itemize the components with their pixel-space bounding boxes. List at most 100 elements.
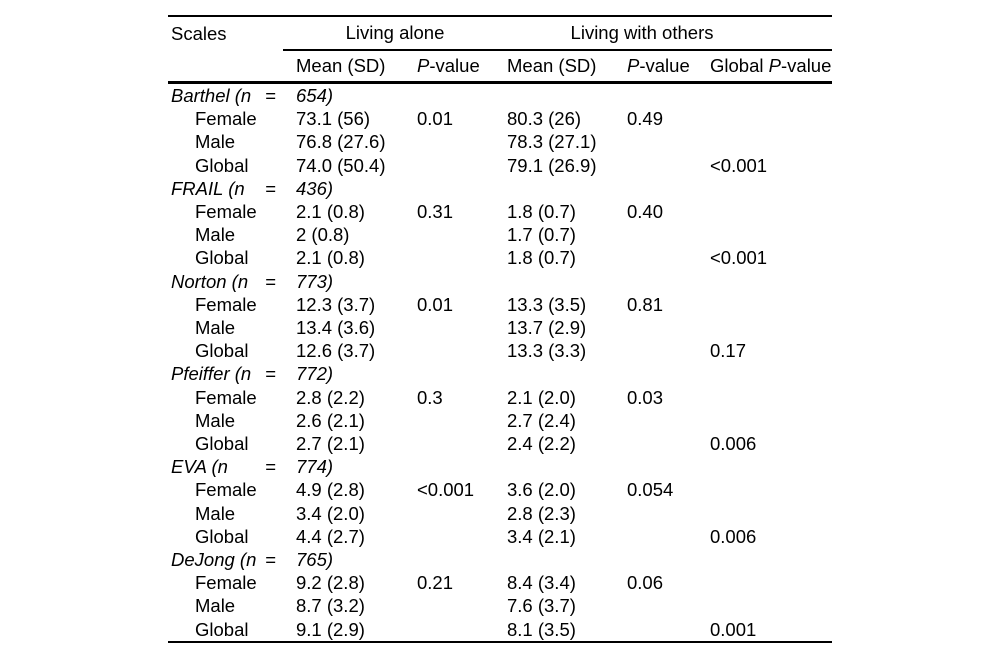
row-label: Female bbox=[195, 479, 257, 501]
cell-mean-sd-others: 13.3 (3.3) bbox=[507, 340, 587, 362]
cell-mean-sd-alone: 74.0 (50.4) bbox=[296, 154, 386, 176]
cell-p-value-alone: 0.31 bbox=[417, 201, 454, 223]
cell-mean-sd-alone: 2.1 (0.8) bbox=[296, 247, 365, 269]
cell-mean-sd-others: 1.7 (0.7) bbox=[507, 224, 576, 246]
cell-p-value-others bbox=[627, 594, 710, 617]
cell-p-value-alone bbox=[417, 154, 507, 177]
cell-mean-sd-others: 3.6 (2.0) bbox=[507, 479, 576, 501]
cell-p-value-alone bbox=[417, 316, 507, 339]
table-row: Global 9.1 (2.9) 8.1 (3.5) 0.001 bbox=[168, 618, 832, 642]
row-label: Female bbox=[195, 386, 257, 408]
table-row: Female 2.1 (0.8) 0.31 1.8 (0.7) 0.40 bbox=[168, 200, 832, 223]
scale-n-value: 765) bbox=[296, 549, 334, 571]
scale-equals-sign: = bbox=[265, 456, 276, 478]
scale-header-row: Barthel (n = 654) bbox=[168, 83, 832, 108]
cell-mean-sd-alone: 2.6 (2.1) bbox=[296, 409, 365, 431]
row-label: Global bbox=[195, 247, 249, 269]
table-row: Global 2.7 (2.1) 2.4 (2.2) 0.006 bbox=[168, 432, 832, 455]
cell-global-p-value bbox=[710, 594, 832, 617]
row-label: Male bbox=[195, 317, 236, 339]
cell-p-value-others bbox=[627, 154, 710, 177]
cell-p-value-others: 0.81 bbox=[627, 293, 664, 315]
cell-global-p-value bbox=[710, 478, 832, 501]
cell-p-value-others: 0.49 bbox=[627, 108, 664, 130]
row-label: Male bbox=[195, 131, 236, 153]
table-row: Female 2.8 (2.2) 0.3 2.1 (2.0) 0.03 bbox=[168, 386, 832, 409]
cell-p-value-others bbox=[627, 316, 710, 339]
scale-equals-sign: = bbox=[265, 270, 276, 292]
column-header-p-value-alone: P-value bbox=[417, 50, 507, 84]
cell-mean-sd-others: 78.3 (27.1) bbox=[507, 131, 597, 153]
scale-header-row: DeJong (n = 765) bbox=[168, 548, 832, 571]
row-label: Male bbox=[195, 595, 236, 617]
scale-n-value: 436) bbox=[296, 177, 334, 199]
cell-p-value-alone bbox=[417, 339, 507, 362]
scale-name: EVA (n bbox=[171, 456, 228, 478]
group-header-row: Scales Living alone Living with others bbox=[168, 16, 833, 51]
cell-p-value-alone bbox=[417, 246, 507, 269]
cell-mean-sd-others: 7.6 (3.7) bbox=[507, 595, 576, 617]
cell-mean-sd-alone: 9.2 (2.8) bbox=[296, 572, 365, 594]
cell-global-p-value bbox=[710, 200, 832, 223]
cell-global-p-value: <0.001 bbox=[710, 247, 768, 269]
row-label: Female bbox=[195, 293, 257, 315]
group-header-living-with-others: Living with others bbox=[507, 16, 833, 51]
scale-name: Barthel (n bbox=[171, 85, 252, 106]
cell-global-p-value bbox=[710, 316, 832, 339]
table-row: Global 12.6 (3.7) 13.3 (3.3) 0.17 bbox=[168, 339, 832, 362]
table-row: Global 2.1 (0.8) 1.8 (0.7) <0.001 bbox=[168, 246, 832, 269]
cell-mean-sd-others: 2.1 (2.0) bbox=[507, 386, 576, 408]
cell-mean-sd-others: 2.8 (2.3) bbox=[507, 502, 576, 524]
scale-name: FRAIL (n bbox=[171, 177, 245, 199]
scale-header-row: Norton (n = 773) bbox=[168, 270, 832, 293]
scale-header-row: Pfeiffer (n = 772) bbox=[168, 362, 832, 385]
cell-mean-sd-others: 80.3 (26) bbox=[507, 108, 582, 130]
cell-p-value-others bbox=[627, 339, 710, 362]
cell-p-value-alone bbox=[417, 130, 507, 153]
cell-p-value-others: 0.054 bbox=[627, 479, 674, 501]
cell-global-p-value bbox=[710, 293, 832, 316]
cell-p-value-others bbox=[627, 246, 710, 269]
row-label: Global bbox=[195, 618, 249, 640]
scale-n-value: 774) bbox=[296, 456, 334, 478]
table-row: Male 8.7 (3.2) 7.6 (3.7) bbox=[168, 594, 832, 617]
row-label: Global bbox=[195, 433, 249, 455]
cell-p-value-alone bbox=[417, 409, 507, 432]
cell-global-p-value bbox=[710, 571, 832, 594]
cell-mean-sd-alone: 9.1 (2.9) bbox=[296, 618, 365, 640]
cell-mean-sd-others: 3.4 (2.1) bbox=[507, 525, 576, 547]
cell-mean-sd-alone: 2.8 (2.2) bbox=[296, 386, 365, 408]
cell-p-value-alone bbox=[417, 618, 507, 642]
scale-equals-sign: = bbox=[265, 363, 276, 385]
row-label: Global bbox=[195, 340, 249, 362]
cell-global-p-value: <0.001 bbox=[710, 154, 768, 176]
row-label: Global bbox=[195, 154, 249, 176]
row-label: Female bbox=[195, 572, 257, 594]
cell-p-value-others: 0.06 bbox=[627, 572, 664, 594]
group-header-living-alone: Living alone bbox=[283, 16, 507, 51]
cell-p-value-alone: 0.01 bbox=[417, 108, 454, 130]
table-row: Male 3.4 (2.0) 2.8 (2.3) bbox=[168, 502, 832, 525]
row-label: Global bbox=[195, 525, 249, 547]
scale-name: Pfeiffer (n bbox=[171, 363, 252, 385]
column-header-global-p-value: Global P-value bbox=[710, 50, 833, 84]
cell-mean-sd-others: 79.1 (26.9) bbox=[507, 154, 597, 176]
column-header-mean-sd-alone: Mean (SD) bbox=[283, 50, 417, 84]
table-body: Barthel (n = 654) Female 73.1 (56) 0.01 80.3 (… bbox=[168, 83, 832, 642]
table-row: Male 2 (0.8) 1.7 (0.7) bbox=[168, 223, 832, 246]
cell-mean-sd-alone: 12.6 (3.7) bbox=[296, 340, 376, 362]
cell-mean-sd-alone: 4.4 (2.7) bbox=[296, 525, 365, 547]
cell-mean-sd-alone: 2.1 (0.8) bbox=[296, 201, 365, 223]
cell-mean-sd-alone: 3.4 (2.0) bbox=[296, 502, 365, 524]
scale-equals-sign: = bbox=[265, 549, 276, 571]
cell-global-p-value bbox=[710, 386, 832, 409]
table-row: Female 4.9 (2.8) <0.001 3.6 (2.0) 0.054 bbox=[168, 478, 832, 501]
scale-n-value: 772) bbox=[296, 363, 334, 385]
scale-equals-sign: = bbox=[265, 177, 276, 199]
cell-p-value-others bbox=[627, 525, 710, 548]
cell-p-value-others bbox=[627, 409, 710, 432]
cell-p-value-alone bbox=[417, 223, 507, 246]
cell-global-p-value bbox=[710, 130, 832, 153]
cell-p-value-alone bbox=[417, 594, 507, 617]
cell-p-value-alone bbox=[417, 502, 507, 525]
